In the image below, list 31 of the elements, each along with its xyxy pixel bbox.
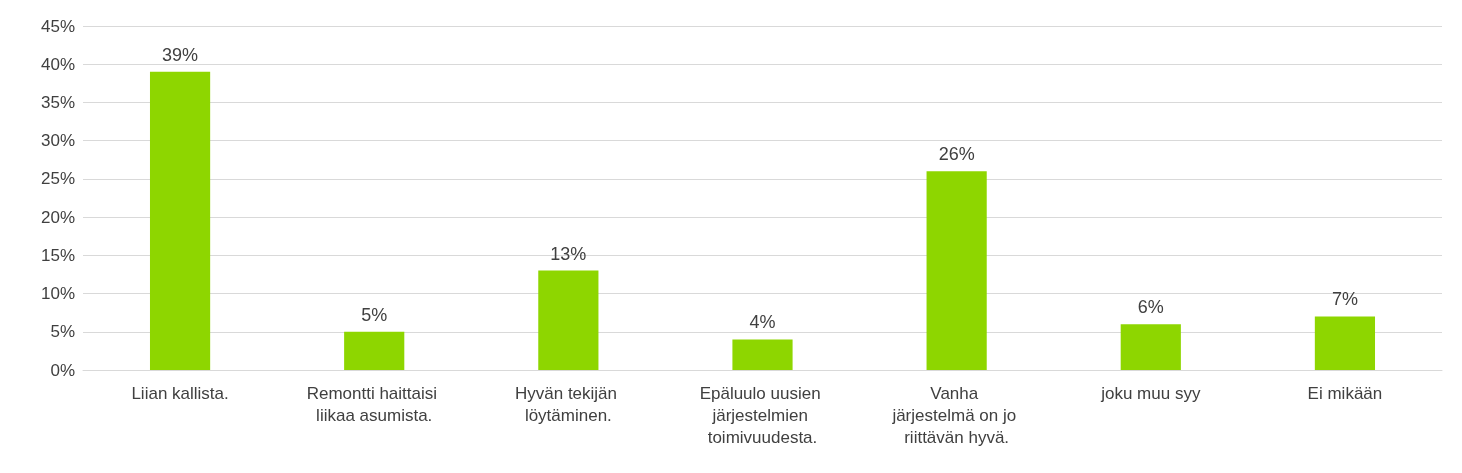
data-label: 7% [1331, 289, 1358, 310]
data-label: 13% [550, 243, 587, 264]
data-label: 6% [1137, 297, 1164, 318]
x-tick-label: joku muu syy [1100, 383, 1201, 403]
y-tick-label: 45% [40, 16, 75, 36]
data-label: 39% [162, 44, 199, 65]
y-tick-label: 35% [40, 92, 75, 112]
bar [1314, 316, 1376, 370]
x-tick-label: Hyvän tekijän löytäminen. [514, 383, 622, 425]
y-tick-label: 5% [50, 322, 75, 342]
y-tick-label: 40% [40, 54, 75, 74]
bar [149, 71, 211, 370]
x-tick-label: Vanha järjestelmä on jo riittävän hyvä. [891, 383, 1021, 447]
bar [732, 339, 793, 370]
y-tick-label: 0% [50, 360, 75, 380]
bar [1120, 324, 1181, 370]
x-tick-label: Ei mikään [1307, 383, 1383, 403]
bar [344, 331, 405, 370]
bar [926, 171, 987, 370]
x-tick-label: Epäluulo uusien järjestelmien toimivuudesta. [699, 383, 826, 447]
y-tick-label: 10% [40, 284, 75, 304]
x-tick-label: Remontti haittaisi liikaa asumista. [306, 383, 442, 425]
y-tick-label: 20% [40, 207, 75, 227]
data-label: 26% [938, 144, 975, 165]
data-label: 4% [749, 312, 776, 333]
data-label: 5% [361, 304, 388, 325]
y-tick-label: 15% [40, 245, 75, 265]
y-tick-label: 30% [40, 131, 75, 151]
x-tick-label: Liian kallista. [131, 383, 229, 403]
y-tick-label: 25% [40, 169, 75, 189]
bar [538, 270, 599, 370]
